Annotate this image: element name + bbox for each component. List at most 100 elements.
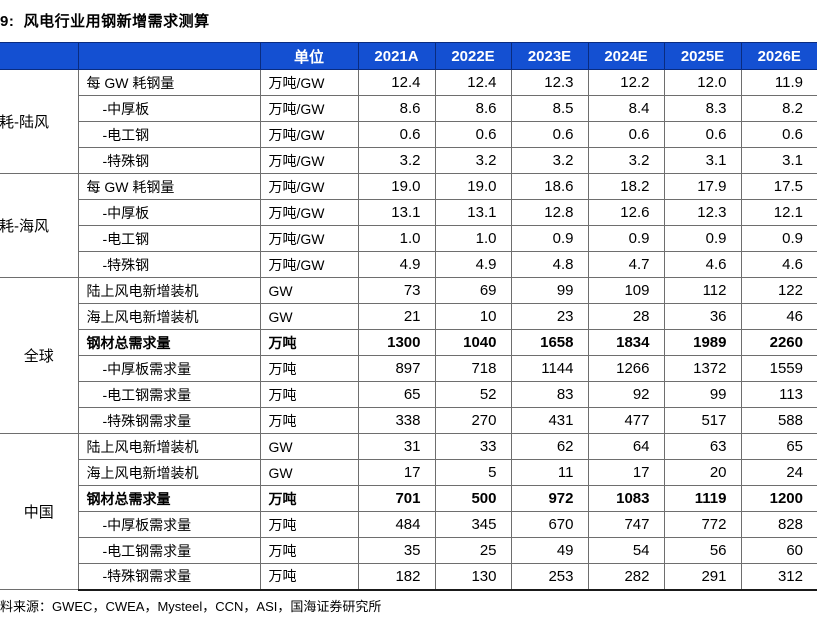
unit-value: 万吨/GW [259, 225, 359, 252]
value-cell: 291 [663, 563, 742, 591]
value-cell: 701 [357, 485, 436, 512]
header-unit: 单位 [259, 42, 359, 70]
value-cell: 12.1 [740, 199, 817, 226]
value-cell: 8.5 [510, 95, 589, 122]
value-cell: 109 [587, 277, 665, 304]
value-cell: 588 [740, 407, 817, 434]
value-cell: 3.1 [663, 147, 742, 174]
value-cell: 13.1 [434, 199, 512, 226]
value-cell: 12.6 [587, 199, 665, 226]
value-cell: 3.2 [587, 147, 665, 174]
unit-value: 万吨 [259, 537, 359, 564]
unit-value: 万吨/GW [259, 199, 359, 226]
value-cell: 69 [434, 277, 512, 304]
value-cell: 17.9 [663, 173, 742, 200]
value-cell: 0.6 [510, 121, 589, 148]
row-label: 陆上风电新增装机 [77, 277, 261, 304]
unit-value: 万吨/GW [259, 147, 359, 174]
table-row: 钢材总需求量 万吨 701 500 972 1083 1119 1200 [0, 485, 817, 512]
value-cell: 1372 [663, 355, 742, 382]
value-cell: 8.3 [663, 95, 742, 122]
value-cell: 99 [510, 277, 589, 304]
row-label: -中厚板需求量 [77, 355, 261, 382]
value-cell: 772 [663, 511, 742, 538]
row-label: -特殊钢 [77, 147, 261, 174]
unit-value: 万吨 [259, 407, 359, 434]
value-cell: 122 [740, 277, 817, 304]
row-label: 海上风电新增装机 [77, 303, 261, 330]
value-cell: 1083 [587, 485, 665, 512]
header-year-2021a: 2021A [357, 42, 436, 70]
value-cell: 0.9 [587, 225, 665, 252]
value-cell: 1040 [434, 329, 512, 356]
value-cell: 500 [434, 485, 512, 512]
value-cell: 54 [587, 537, 665, 564]
value-cell: 25 [434, 537, 512, 564]
value-cell: 431 [510, 407, 589, 434]
value-cell: 4.7 [587, 251, 665, 278]
value-cell: 18.6 [510, 173, 589, 200]
value-cell: 46 [740, 303, 817, 330]
value-cell: 113 [740, 381, 817, 408]
value-cell: 897 [357, 355, 436, 382]
value-cell: 35 [357, 537, 436, 564]
row-label: -特殊钢需求量 [77, 407, 261, 434]
row-label: 海上风电新增装机 [77, 459, 261, 486]
row-label: 钢材总需求量 [77, 329, 261, 356]
header-year-2023e: 2023E [510, 42, 589, 70]
value-cell: 517 [663, 407, 742, 434]
value-cell: 1658 [510, 329, 589, 356]
unit-value: 万吨/GW [259, 251, 359, 278]
value-cell: 345 [434, 511, 512, 538]
row-label: -特殊钢 [77, 251, 261, 278]
unit-value: 万吨 [259, 329, 359, 356]
chart-title: 9: 风电行业用钢新增需求测算 [0, 13, 210, 30]
value-cell: 270 [434, 407, 512, 434]
table-row: -特殊钢需求量 万吨 182 130 253 282 291 312 [0, 563, 817, 591]
row-label: 每 GW 耗钢量 [77, 173, 261, 200]
unit-value: 万吨/GW [259, 173, 359, 200]
value-cell: 62 [510, 433, 589, 460]
value-cell: 670 [510, 511, 589, 538]
value-cell: 18.2 [587, 173, 665, 200]
value-cell: 12.0 [663, 69, 742, 96]
value-cell: 13.1 [357, 199, 436, 226]
value-cell: 24 [740, 459, 817, 486]
row-label: -电工钢需求量 [77, 537, 261, 564]
unit-value: 万吨 [259, 563, 359, 591]
value-cell: 718 [434, 355, 512, 382]
value-cell: 8.6 [357, 95, 436, 122]
value-cell: 52 [434, 381, 512, 408]
table-row: -中厚板需求量 万吨 484 345 670 747 772 828 [0, 511, 817, 538]
value-cell: 10 [434, 303, 512, 330]
row-label: 钢材总需求量 [77, 485, 261, 512]
row-label: -中厚板需求量 [77, 511, 261, 538]
value-cell: 99 [663, 381, 742, 408]
value-cell: 0.6 [434, 121, 512, 148]
value-cell: 1266 [587, 355, 665, 382]
value-cell: 253 [510, 563, 589, 591]
value-cell: 3.1 [740, 147, 817, 174]
group-label: 耗-海风 [0, 173, 79, 278]
header-empty-group-cell [0, 42, 79, 70]
value-cell: 1119 [663, 485, 742, 512]
value-cell: 0.6 [663, 121, 742, 148]
unit-value: GW [259, 433, 359, 460]
table-row: -电工钢 万吨/GW 0.6 0.6 0.6 0.6 0.6 0.6 [0, 121, 817, 148]
value-cell: 1559 [740, 355, 817, 382]
value-cell: 21 [357, 303, 436, 330]
row-label: 每 GW 耗钢量 [77, 69, 261, 96]
unit-value: 万吨/GW [259, 69, 359, 96]
value-cell: 1200 [740, 485, 817, 512]
value-cell: 36 [663, 303, 742, 330]
value-cell: 3.2 [357, 147, 436, 174]
value-cell: 64 [587, 433, 665, 460]
unit-value: 万吨 [259, 355, 359, 382]
value-cell: 49 [510, 537, 589, 564]
value-cell: 12.8 [510, 199, 589, 226]
table-body: 耗-陆风每 GW 耗钢量 万吨/GW 12.4 12.4 12.3 12.2 12.0 11.… [0, 69, 817, 591]
table-row: -特殊钢 万吨/GW 3.2 3.2 3.2 3.2 3.1 3.1 [0, 147, 817, 174]
value-cell: 4.6 [663, 251, 742, 278]
value-cell: 312 [740, 563, 817, 591]
